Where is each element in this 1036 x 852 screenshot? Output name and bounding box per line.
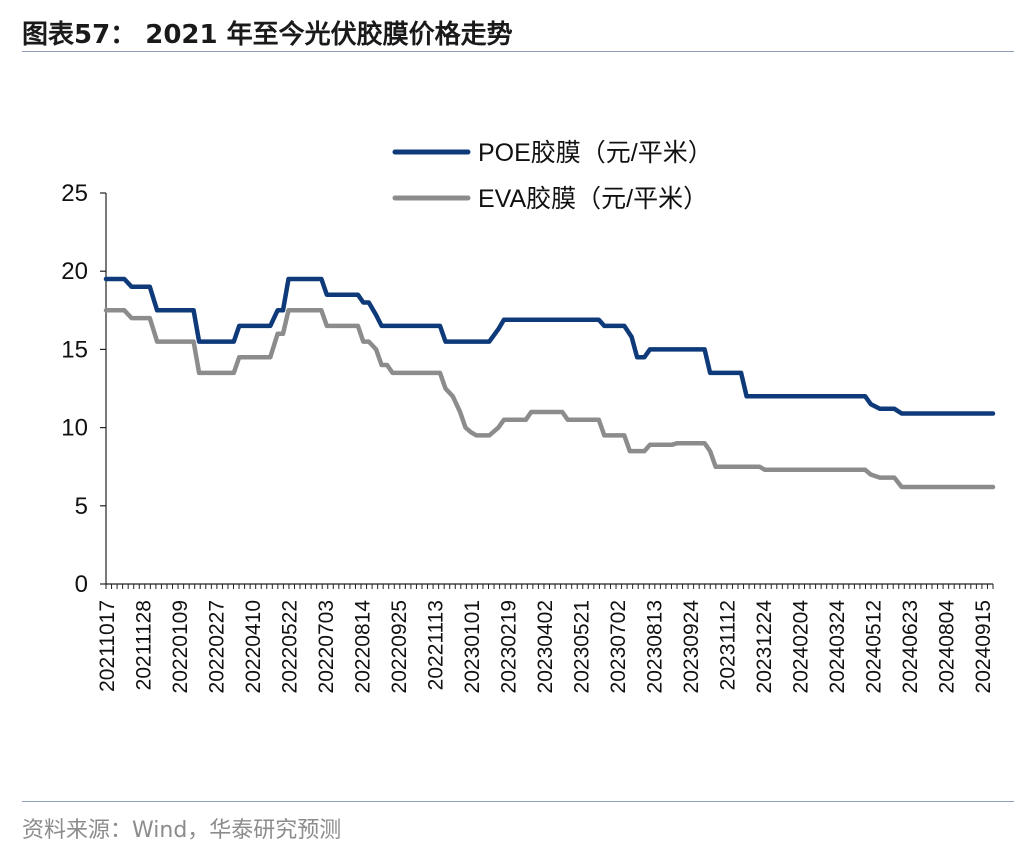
x-tick-label: 20230813 <box>644 600 667 693</box>
x-tick-label: 20240512 <box>863 600 886 693</box>
x-tick-label: 20230402 <box>534 600 557 693</box>
y-tick-label: 0 <box>75 571 88 598</box>
y-tick-label: 20 <box>61 258 88 285</box>
x-tick-label: 20230219 <box>498 600 521 693</box>
x-tick-label: 20240915 <box>972 600 995 693</box>
y-tick-label: 5 <box>75 493 88 520</box>
legend-label: EVA胶膜（元/平米） <box>478 185 708 213</box>
footer-rule <box>22 801 1014 802</box>
header-rule <box>22 51 1014 52</box>
x-tick-label: 20240324 <box>826 600 849 694</box>
x-tick-label: 20220522 <box>279 600 302 693</box>
y-tick-label: 10 <box>61 415 88 442</box>
x-tick-label: 20240804 <box>936 600 959 694</box>
legend-label: POE胶膜（元/平米） <box>478 139 713 167</box>
x-tick-label: 20230924 <box>680 600 703 694</box>
x-tick-label: 20211017 <box>96 600 119 692</box>
y-tick-label: 15 <box>61 336 88 363</box>
x-tick-label: 20220925 <box>388 600 411 693</box>
x-tick-label: 20220227 <box>206 600 229 693</box>
x-tick-label: 20220814 <box>352 600 375 694</box>
y-tick-label: 25 <box>61 180 88 207</box>
x-tick-label: 20230702 <box>607 600 630 693</box>
x-tick-label: 20220109 <box>169 600 192 693</box>
x-tick-label: 20230521 <box>571 600 594 693</box>
x-tick-label: 20221113 <box>425 600 448 690</box>
poe-series-line <box>103 276 996 416</box>
x-tick-label: 20220703 <box>315 600 338 693</box>
x-tick-label: 20230101 <box>461 600 484 693</box>
eva-series-line <box>103 308 996 490</box>
line-chart: 0 5 10 15 20 25 20211017 20211128 20220109 202202… <box>61 139 996 694</box>
x-tick-label: 20231224 <box>753 600 776 694</box>
chart-title: 图表57： 2021 年至今光伏胶膜价格走势 <box>22 20 513 50</box>
x-tick-label: 20231112 <box>717 600 740 690</box>
x-tick-label: 20211128 <box>133 600 156 690</box>
x-tick-label: 20240623 <box>899 600 922 693</box>
source-note: 资料来源：Wind，华泰研究预测 <box>22 818 342 843</box>
x-tick-label: 20220410 <box>242 600 265 693</box>
x-tick-label: 20240204 <box>790 600 813 694</box>
